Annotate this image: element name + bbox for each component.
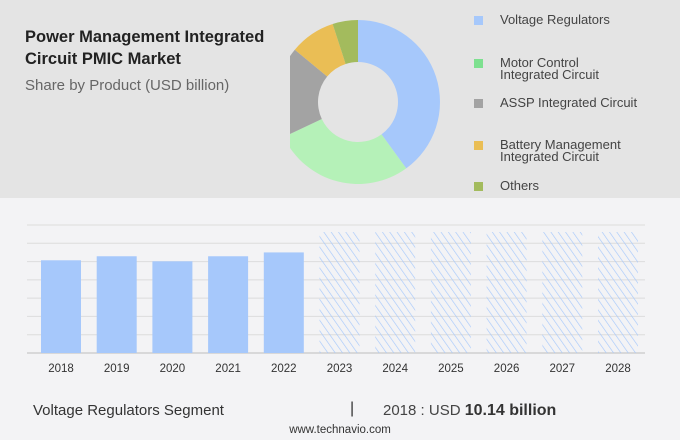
donut-slice xyxy=(358,20,440,169)
chart-subtitle: Share by Product (USD billion) xyxy=(25,77,230,94)
x-tick-label: 2018 xyxy=(48,363,74,375)
forecast-bar-2028 xyxy=(598,232,638,353)
x-tick-label: 2023 xyxy=(327,363,353,375)
legend-swatch xyxy=(474,99,483,108)
bar-2021 xyxy=(208,256,249,353)
footer-separator: | xyxy=(350,400,355,417)
legend-swatch xyxy=(474,141,483,150)
x-tick-label: 2027 xyxy=(550,363,576,375)
x-tick-label: 2028 xyxy=(605,363,631,375)
website-link[interactable]: www.technavio.com xyxy=(289,424,391,436)
legend-label: ASSP Integrated Circuit xyxy=(500,95,638,110)
segment-value: 2018 : USD 10.14 billion xyxy=(383,402,556,420)
forecast-bar-2027 xyxy=(542,232,583,353)
value-text: 10.14 billion xyxy=(464,402,557,419)
donut-slice xyxy=(332,20,358,64)
forecast-bar-2025 xyxy=(430,232,471,353)
legend-label: Voltage Regulators xyxy=(500,12,610,27)
legend-label: Motor Control Integrated Circuit xyxy=(500,55,599,82)
donut-slice xyxy=(290,49,328,134)
donut-chart xyxy=(290,20,440,184)
forecast-bar-2024 xyxy=(375,232,416,353)
bar-2020 xyxy=(152,261,193,353)
chart-title: Power Management Integrated Circuit PMIC… xyxy=(25,28,265,68)
x-tick-label: 2024 xyxy=(382,363,408,375)
bar-2018 xyxy=(41,260,81,353)
x-tick-label: 2022 xyxy=(271,363,297,375)
legend-label: Battery Management Integrated Circuit xyxy=(500,137,621,164)
x-tick-label: 2020 xyxy=(160,363,186,375)
forecast-bar-2023 xyxy=(319,232,360,353)
x-tick-label: 2021 xyxy=(215,363,241,375)
x-tick-label: 2026 xyxy=(494,363,520,375)
segment-label: Voltage Regulators Segment xyxy=(33,402,224,419)
legend-swatch xyxy=(474,59,483,68)
bar-2022 xyxy=(263,252,304,353)
bar-chart: 2018 2019 2020 2021 2022 2023 2024 2025 2026 2027… xyxy=(27,224,645,375)
x-tick-label: 2019 xyxy=(104,363,130,375)
donut-slice xyxy=(294,24,346,77)
legend-swatch xyxy=(474,182,483,191)
legend-label: Others xyxy=(500,178,540,193)
bar-2019 xyxy=(96,256,137,353)
donut-slice xyxy=(290,119,407,184)
year-label: 2018 : USD xyxy=(383,402,465,419)
forecast-bar-2026 xyxy=(486,232,527,353)
x-tick-label: 2025 xyxy=(438,363,464,375)
legend-swatch xyxy=(474,16,483,25)
